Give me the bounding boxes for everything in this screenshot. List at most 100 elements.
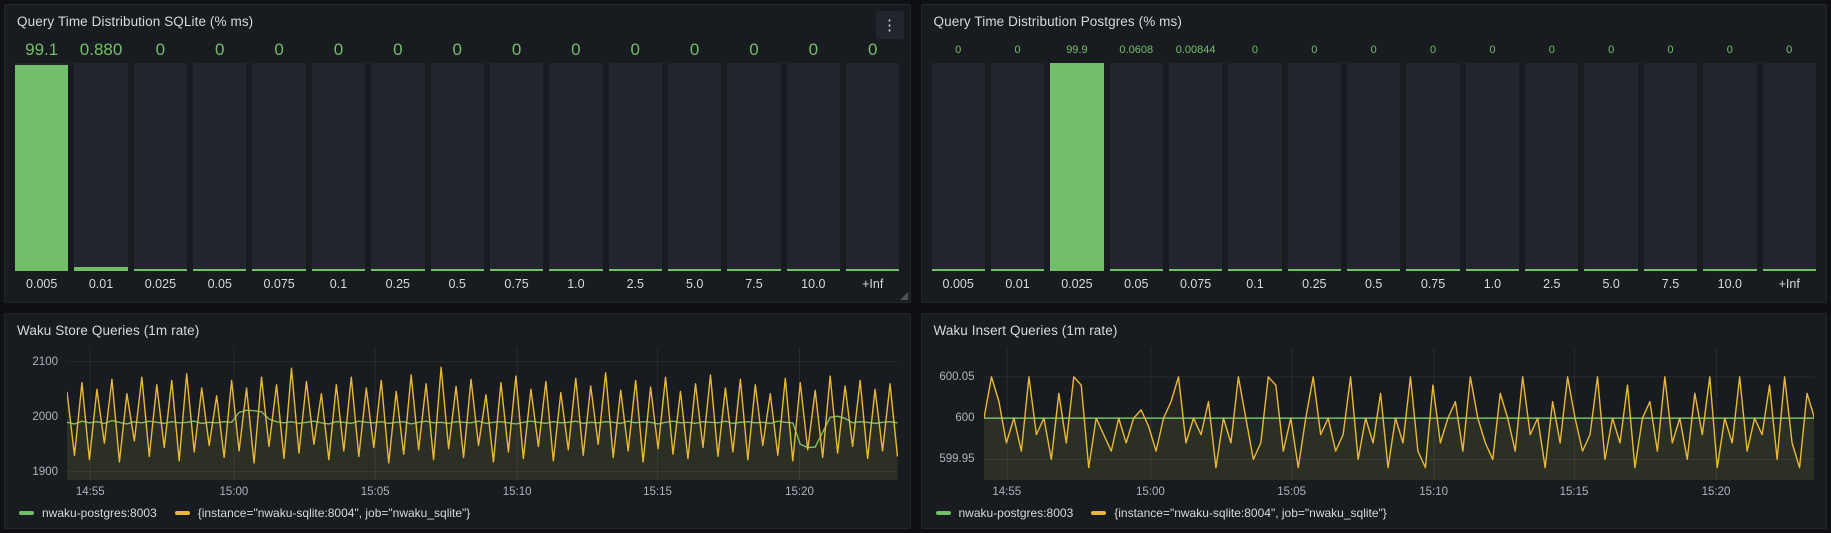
bar-bucket-label: 0.25 bbox=[385, 276, 410, 291]
bar-bucket-1.0[interactable] bbox=[549, 63, 603, 271]
bar-bucket-0.05[interactable] bbox=[1109, 63, 1163, 271]
bar-bucket-0.5[interactable] bbox=[430, 63, 484, 271]
panel-header[interactable]: Waku Store Queries (1m rate) bbox=[5, 314, 910, 344]
bar-bucket-10.0[interactable] bbox=[786, 63, 841, 271]
plot-area[interactable]: 14:55 15:00 15:05 15:10 15:15 15:20 bbox=[983, 348, 1815, 498]
bar-bucket-0.01[interactable] bbox=[990, 63, 1045, 271]
timeseries-canvas[interactable] bbox=[67, 348, 898, 480]
bar-bucket-5.0[interactable] bbox=[1584, 63, 1638, 271]
bar-bucket-2.5[interactable] bbox=[1525, 63, 1579, 271]
y-axis: 599.95 600 600.05 bbox=[926, 348, 984, 480]
panel-title: Query Time Distribution SQLite (% ms) bbox=[17, 13, 254, 29]
bar-bucket-0.05[interactable] bbox=[193, 63, 247, 271]
bar-value: 0 bbox=[215, 40, 225, 59]
bar-bucket-0.01[interactable] bbox=[74, 63, 128, 271]
x-tick-label: 15:00 bbox=[1136, 486, 1165, 498]
bar-bucket-label: 7.5 bbox=[745, 276, 763, 291]
timeseries-canvas[interactable] bbox=[983, 348, 1815, 480]
bar-fill bbox=[1406, 269, 1460, 271]
bar-bucket-0.1[interactable] bbox=[311, 63, 366, 271]
bar-bucket-0.25[interactable] bbox=[1287, 63, 1342, 271]
bar-bucket-label: 0.075 bbox=[263, 276, 295, 291]
bar-bucket-10.0[interactable] bbox=[1703, 63, 1757, 271]
panel-waku-insert-queries: Waku Insert Queries (1m rate) 599.95 600 6… bbox=[920, 313, 1827, 529]
bar-bucket-0.25[interactable] bbox=[371, 63, 425, 271]
bar-track-row bbox=[15, 63, 900, 271]
bar-bucket-label: 5.0 bbox=[685, 276, 704, 291]
legend: nwaku-postgres:8003 {instance="nwaku-sqli… bbox=[9, 502, 898, 524]
bar-fill bbox=[1050, 63, 1104, 271]
bar-fill bbox=[1762, 269, 1816, 271]
bar-bucket-0.025[interactable] bbox=[133, 63, 188, 271]
bar-fill bbox=[74, 267, 128, 271]
bar-bucket-5.0[interactable] bbox=[667, 63, 722, 271]
bar-bucket-label: 0.01 bbox=[88, 276, 114, 291]
legend-item[interactable]: nwaku-postgres:8003 bbox=[935, 506, 1073, 520]
bar-bucket-1.0[interactable] bbox=[1465, 63, 1520, 271]
panel-menu-button[interactable]: ⋮ bbox=[875, 11, 904, 39]
bar-fill bbox=[133, 269, 188, 271]
bar-value: 0 bbox=[749, 40, 759, 59]
bar-bucket-0.75[interactable] bbox=[1406, 63, 1460, 271]
bar-bucket-0.005[interactable] bbox=[15, 63, 69, 271]
bar-fill bbox=[311, 269, 366, 271]
bar-bucket-label: 0.1 bbox=[329, 276, 348, 291]
bar-labels-row: 0.005 0.01 0.025 0.05 0.075 0.1 0.25 0.5 0.75 1.0… bbox=[932, 271, 1817, 296]
panel-resize-handle[interactable] bbox=[899, 292, 908, 300]
bar-bucket-label: 0.75 bbox=[1420, 276, 1446, 291]
bar-bucket-0.025[interactable] bbox=[1050, 63, 1104, 271]
bar-bucket-label: 0.5 bbox=[448, 276, 466, 291]
bar-value: 0 bbox=[808, 40, 819, 59]
bar-bucket-+Inf[interactable] bbox=[846, 63, 900, 271]
legend-swatch-icon bbox=[1091, 511, 1107, 515]
bar-bucket-0.075[interactable] bbox=[252, 63, 306, 271]
panel-header[interactable]: Query Time Distribution Postgres (% ms) bbox=[922, 5, 1827, 35]
bar-value: 0 bbox=[511, 40, 522, 59]
timeseries-body: 599.95 600 600.05 14:55 15:00 15:05 15:10 15:1… bbox=[926, 348, 1815, 498]
bar-fill bbox=[549, 269, 603, 271]
bar-bucket-label: 2.5 bbox=[626, 276, 644, 291]
bar-value: 0 bbox=[1667, 44, 1674, 56]
bar-fill bbox=[608, 269, 662, 271]
legend-swatch-icon bbox=[174, 511, 190, 515]
panel-header[interactable]: Waku Insert Queries (1m rate) bbox=[922, 314, 1827, 344]
bar-bucket-0.5[interactable] bbox=[1347, 63, 1401, 271]
legend-item[interactable]: {instance="nwaku-sqlite:8004", job="nwak… bbox=[1091, 506, 1387, 520]
bar-bucket-label: 7.5 bbox=[1661, 276, 1680, 291]
x-tick-label: 14:55 bbox=[992, 486, 1022, 498]
bar-bucket-label: 0.5 bbox=[1365, 276, 1383, 291]
bar-bucket-0.075[interactable] bbox=[1168, 63, 1223, 271]
bar-bucket-+Inf[interactable] bbox=[1762, 63, 1816, 271]
legend-item[interactable]: {instance="nwaku-sqlite:8004", job="nwak… bbox=[174, 506, 470, 520]
panel-query-time-postgres: Query Time Distribution Postgres (% ms) … bbox=[920, 4, 1827, 303]
bar-fill bbox=[430, 269, 484, 271]
bar-bucket-0.1[interactable] bbox=[1228, 63, 1282, 271]
bar-bucket-0.75[interactable] bbox=[489, 63, 544, 271]
bar-fill bbox=[1287, 269, 1342, 271]
bar-bucket-label: 10.0 bbox=[801, 276, 826, 291]
plot-area[interactable]: 14:55 15:00 15:05 15:10 15:15 15:20 bbox=[67, 348, 898, 498]
bar-bucket-label: 0.025 bbox=[1061, 276, 1093, 291]
bar-bucket-label: 0.05 bbox=[1124, 276, 1149, 291]
timeseries-store-queries: 1900 2000 2100 14:55 15:00 15:05 15:10 15:15 15… bbox=[5, 344, 910, 528]
bar-fill bbox=[371, 269, 425, 271]
legend: nwaku-postgres:8003 {instance="nwaku-sqli… bbox=[926, 502, 1815, 524]
bar-bucket-label: 0.005 bbox=[942, 276, 974, 291]
x-tick-label: 15:10 bbox=[1419, 486, 1449, 498]
legend-swatch-icon bbox=[935, 511, 951, 515]
bar-bucket-7.5[interactable] bbox=[1643, 63, 1698, 271]
bar-value: 0 bbox=[630, 40, 640, 59]
bar-bucket-7.5[interactable] bbox=[727, 63, 781, 271]
bar-fill bbox=[1228, 269, 1282, 271]
bar-bucket-label: 0.1 bbox=[1246, 276, 1264, 291]
bar-bucket-0.005[interactable] bbox=[931, 63, 985, 271]
panel-title: Query Time Distribution Postgres (% ms) bbox=[933, 13, 1182, 29]
panel-header[interactable]: Query Time Distribution SQLite (% ms) bbox=[5, 5, 910, 35]
bar-fill bbox=[1643, 269, 1698, 271]
bar-bucket-2.5[interactable] bbox=[608, 63, 662, 271]
bar-fill bbox=[1525, 269, 1579, 271]
bar-bucket-label: +Inf bbox=[862, 276, 884, 291]
bar-fill bbox=[252, 269, 306, 271]
bar-value: 99.1 bbox=[25, 40, 59, 59]
legend-item[interactable]: nwaku-postgres:8003 bbox=[19, 506, 157, 520]
